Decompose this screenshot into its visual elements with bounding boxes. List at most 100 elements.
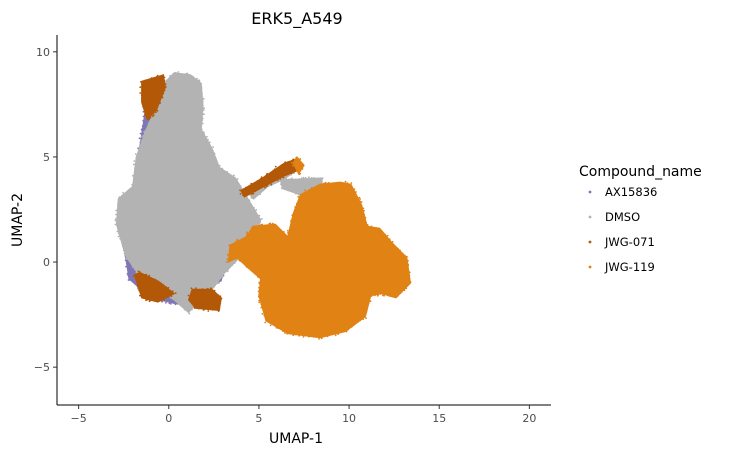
data-point (242, 194, 244, 197)
data-point (291, 214, 294, 217)
data-point (399, 292, 402, 295)
data-point (344, 180, 347, 183)
data-point (366, 224, 369, 227)
data-point (194, 288, 197, 291)
axes (56, 35, 551, 406)
data-point (281, 179, 283, 181)
data-point (332, 332, 335, 335)
data-point (229, 247, 232, 250)
data-point (246, 234, 248, 237)
data-point (282, 330, 284, 333)
data-point (141, 125, 144, 128)
data-point (264, 224, 267, 227)
data-point (217, 168, 220, 170)
data-point (133, 176, 136, 178)
data-point (156, 74, 159, 77)
data-point (196, 77, 198, 80)
data-point (287, 189, 289, 192)
legend-label-jwg-119: JWG-119 (604, 260, 655, 274)
data-point (187, 294, 190, 297)
data-point (174, 71, 177, 74)
data-point (270, 183, 273, 186)
data-point (320, 184, 322, 187)
data-point (202, 98, 205, 100)
legend-key-dmso (588, 215, 592, 219)
data-point (138, 148, 141, 151)
data-point (125, 254, 128, 257)
data-point (144, 113, 146, 116)
data-point (245, 263, 247, 265)
data-point (132, 279, 135, 282)
data-point (202, 134, 205, 137)
data-point (141, 296, 144, 299)
data-point (274, 165, 277, 168)
data-point (280, 183, 282, 186)
data-point (246, 193, 248, 196)
data-point (202, 131, 205, 134)
data-point (235, 258, 237, 260)
data-point (336, 332, 339, 335)
data-point (139, 86, 142, 89)
data-point (363, 213, 365, 216)
y-tick-label: 10 (36, 46, 50, 59)
data-point (281, 174, 284, 176)
data-point (272, 224, 275, 226)
data-point (350, 326, 353, 328)
data-point (117, 225, 120, 228)
data-point (219, 295, 222, 298)
data-point (389, 295, 392, 298)
data-point (208, 142, 210, 145)
data-point (233, 177, 236, 180)
data-point (209, 287, 212, 290)
data-point (142, 83, 145, 86)
data-point (121, 196, 123, 199)
data-point (250, 182, 253, 185)
data-point (308, 188, 311, 191)
data-point (360, 201, 363, 203)
data-point (287, 161, 289, 164)
data-point (165, 286, 168, 289)
data-point (134, 277, 137, 280)
data-point (283, 231, 285, 233)
data-point (251, 228, 254, 231)
data-point (161, 297, 164, 300)
data-point (304, 189, 306, 192)
data-point (189, 75, 191, 77)
data-point (400, 289, 402, 292)
data-point (145, 79, 148, 82)
data-point (297, 171, 300, 174)
data-point (217, 308, 220, 311)
data-point (203, 289, 206, 292)
data-point (310, 177, 313, 179)
data-point (284, 235, 287, 238)
data-point (376, 294, 379, 297)
data-point (134, 167, 136, 170)
data-point (217, 282, 219, 285)
data-point (174, 303, 177, 306)
data-point (252, 269, 255, 272)
data-point (203, 107, 206, 110)
data-point (285, 178, 288, 181)
data-point (407, 264, 410, 267)
data-point (248, 199, 251, 202)
data-point (313, 177, 315, 179)
data-point (264, 312, 267, 314)
data-point (163, 89, 166, 92)
data-point (115, 209, 118, 212)
data-point (290, 223, 293, 226)
data-point (260, 306, 263, 309)
data-point (172, 297, 175, 300)
legend-title: Compound_name (579, 164, 702, 180)
data-point (366, 306, 369, 309)
data-point (364, 312, 367, 315)
data-point (192, 304, 195, 306)
data-point (226, 172, 229, 175)
data-point (140, 292, 143, 294)
series-jwg-071-points (132, 74, 303, 312)
data-point (259, 218, 262, 221)
data-point (130, 260, 133, 263)
data-point (236, 178, 239, 180)
data-point (260, 176, 263, 179)
data-point (144, 274, 147, 276)
data-point (292, 334, 295, 337)
